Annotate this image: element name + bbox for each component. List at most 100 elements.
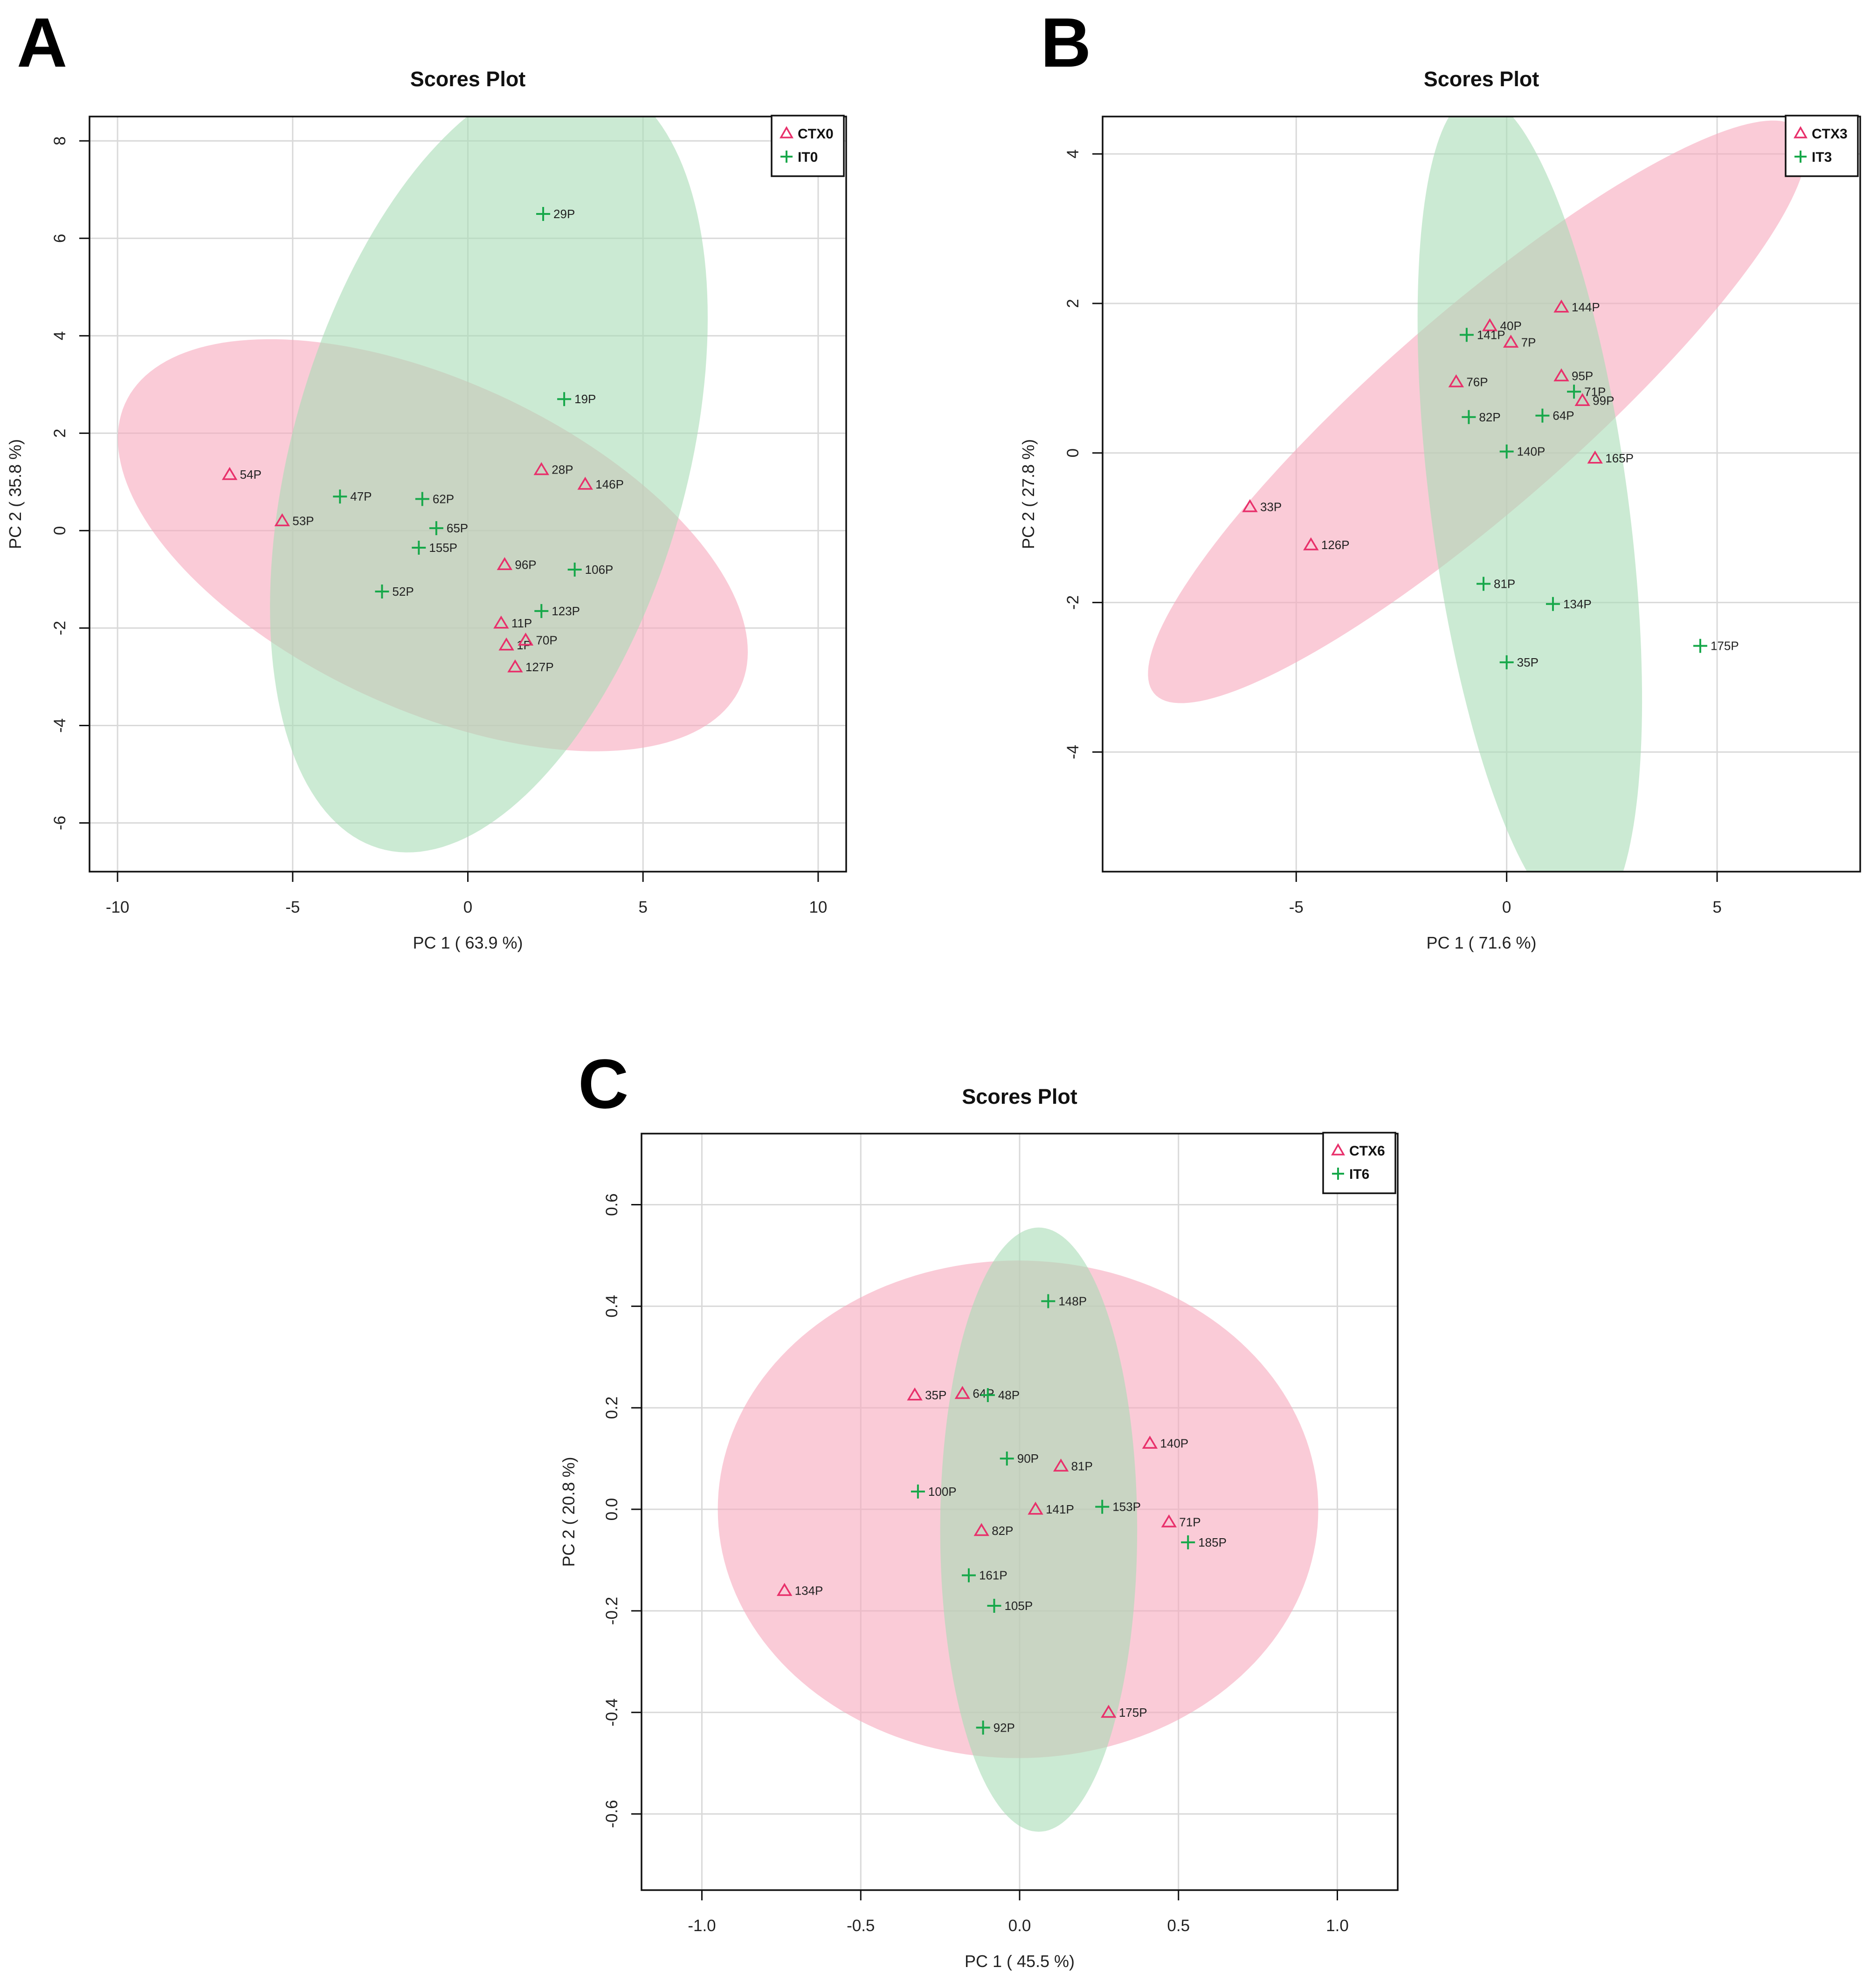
point-label: 90P <box>1017 1451 1039 1465</box>
point-ctx6-140p[interactable]: 140P <box>1142 1436 1188 1450</box>
triangle-marker <box>1028 1501 1043 1515</box>
plus-icon <box>1332 1168 1344 1180</box>
legend-item-ctx6[interactable]: CTX6 <box>1331 1143 1385 1159</box>
point-it3-82p[interactable]: 82P <box>1462 410 1501 424</box>
point-label: 95P <box>1572 369 1593 383</box>
data-points: 35P 64P 140P 81P 141P 71P 82P 134P 175P 148P 48P 90… <box>776 1294 1227 1735</box>
point-it0-52p[interactable]: 52P <box>375 585 414 598</box>
point-it0-65p[interactable]: 65P <box>429 521 468 535</box>
point-ctx0-53p[interactable]: 53P <box>274 513 314 528</box>
point-ctx3-33p[interactable]: 33P <box>1242 499 1282 514</box>
point-it0-106p[interactable]: 106P <box>567 563 614 577</box>
point-label: 35P <box>1517 655 1539 669</box>
point-ctx0-146p[interactable]: 146P <box>577 476 624 491</box>
x-tick-label: 5 <box>1712 898 1721 916</box>
plus-marker <box>961 1568 976 1582</box>
point-ctx6-64p[interactable]: 64P <box>954 1386 994 1401</box>
point-label: 175P <box>1711 639 1739 653</box>
point-it3-140p[interactable]: 140P <box>1499 444 1546 459</box>
point-ctx6-82p[interactable]: 82P <box>973 1523 1014 1538</box>
point-label: 140P <box>1517 445 1546 459</box>
point-ctx3-99p[interactable]: 99P <box>1574 393 1615 408</box>
point-label: 146P <box>595 477 624 491</box>
point-ctx3-7p[interactable]: 7P <box>1503 334 1536 349</box>
point-it6-90p[interactable]: 90P <box>1000 1451 1039 1466</box>
point-ctx3-40p[interactable]: 40P <box>1482 318 1522 333</box>
point-it0-62p[interactable]: 62P <box>415 492 454 506</box>
legend-item-it6[interactable]: IT6 <box>1332 1167 1369 1182</box>
point-ctx3-95p[interactable]: 95P <box>1553 368 1593 383</box>
panel-letter-b: B <box>1041 3 1091 82</box>
point-it3-81p[interactable]: 81P <box>1477 577 1515 591</box>
panel-letter-a: A <box>17 3 68 82</box>
point-label: 71P <box>1179 1515 1201 1529</box>
point-it0-29p[interactable]: 29P <box>536 207 575 221</box>
legend-item-ctx3[interactable]: CTX3 <box>1793 126 1848 142</box>
point-label: 19P <box>574 392 596 406</box>
legend-item-it0[interactable]: IT0 <box>780 150 818 165</box>
point-ctx6-134p[interactable]: 134P <box>776 1582 823 1597</box>
point-ctx3-76p[interactable]: 76P <box>1448 374 1488 389</box>
plus-marker <box>1459 328 1474 342</box>
point-ctx3-165p[interactable]: 165P <box>1587 450 1634 465</box>
point-it6-148p[interactable]: 148P <box>1041 1294 1087 1308</box>
plus-marker <box>1041 1294 1056 1308</box>
legend-item-ctx0[interactable]: CTX0 <box>779 126 834 142</box>
panel-letter-c: C <box>578 1045 629 1123</box>
point-it3-175p[interactable]: 175P <box>1693 639 1739 653</box>
y-tick-label: 0.0 <box>603 1498 621 1521</box>
x-axis-label: PC 1 ( 71.6 %) <box>1426 933 1536 952</box>
point-label: 99P <box>1593 394 1614 408</box>
point-it6-92p[interactable]: 92P <box>976 1720 1015 1735</box>
triangle-marker <box>1142 1436 1158 1449</box>
legend-box <box>1785 115 1859 177</box>
point-it0-155p[interactable]: 155P <box>412 541 457 555</box>
legend-item-it3[interactable]: IT3 <box>1794 150 1832 165</box>
point-it6-161p[interactable]: 161P <box>961 1568 1007 1582</box>
point-ctx0-127p[interactable]: 127P <box>507 659 554 674</box>
point-it3-141p[interactable]: 141P <box>1459 328 1505 342</box>
point-it0-47p[interactable]: 47P <box>333 489 372 504</box>
point-it0-123p[interactable]: 123P <box>534 604 580 618</box>
point-label: 81P <box>1071 1459 1093 1473</box>
point-ctx0-96p[interactable]: 96P <box>497 557 537 572</box>
point-ctx0-11p[interactable]: 11P <box>493 615 532 630</box>
point-it6-48p[interactable]: 48P <box>980 1388 1020 1402</box>
triangle-marker <box>221 467 238 480</box>
point-ctx3-126p[interactable]: 126P <box>1303 537 1350 552</box>
point-it6-105p[interactable]: 105P <box>987 1599 1033 1613</box>
point-ctx6-71p[interactable]: 71P <box>1161 1514 1201 1529</box>
plus-marker <box>412 540 426 555</box>
legend-label: CTX0 <box>798 126 834 142</box>
y-axis: -4 -2 0 2 4 <box>1064 149 1103 759</box>
point-it6-100p[interactable]: 100P <box>911 1485 957 1499</box>
plus-marker <box>1477 577 1491 591</box>
point-ctx3-144p[interactable]: 144P <box>1553 299 1600 314</box>
y-tick-label: -0.4 <box>603 1699 621 1727</box>
point-ctx0-54p[interactable]: 54P <box>221 467 262 482</box>
y-tick-label: 2 <box>1064 299 1082 308</box>
point-ctx6-175p[interactable]: 175P <box>1101 1705 1147 1720</box>
point-it0-19p[interactable]: 19P <box>557 392 596 406</box>
legend: CTX6 IT6 <box>1322 1132 1396 1194</box>
y-tick-label: 4 <box>1064 149 1082 158</box>
triangle-marker <box>1574 393 1590 406</box>
point-it3-64p[interactable]: 64P <box>1535 408 1574 423</box>
y-tick-label: 2 <box>51 429 69 438</box>
point-label: 144P <box>1572 300 1600 314</box>
point-it6-153p[interactable]: 153P <box>1095 1500 1141 1514</box>
point-ctx6-81p[interactable]: 81P <box>1053 1458 1093 1473</box>
point-ctx0-70p[interactable]: 70P <box>518 633 558 647</box>
point-it3-134p[interactable]: 134P <box>1546 597 1592 611</box>
point-label: 148P <box>1058 1294 1087 1308</box>
point-ctx0-28p[interactable]: 28P <box>533 462 573 477</box>
point-ctx6-35p[interactable]: 35P <box>907 1387 946 1402</box>
point-it3-71p[interactable]: 71P <box>1567 385 1606 399</box>
triangle-marker <box>577 476 593 490</box>
point-ctx6-141p[interactable]: 141P <box>1028 1501 1074 1516</box>
ellipse-it6 <box>940 1227 1138 1832</box>
triangle-marker <box>973 1523 989 1536</box>
point-it6-185p[interactable]: 185P <box>1181 1535 1227 1549</box>
point-it3-35p[interactable]: 35P <box>1499 655 1539 669</box>
point-label: 126P <box>1321 538 1350 552</box>
